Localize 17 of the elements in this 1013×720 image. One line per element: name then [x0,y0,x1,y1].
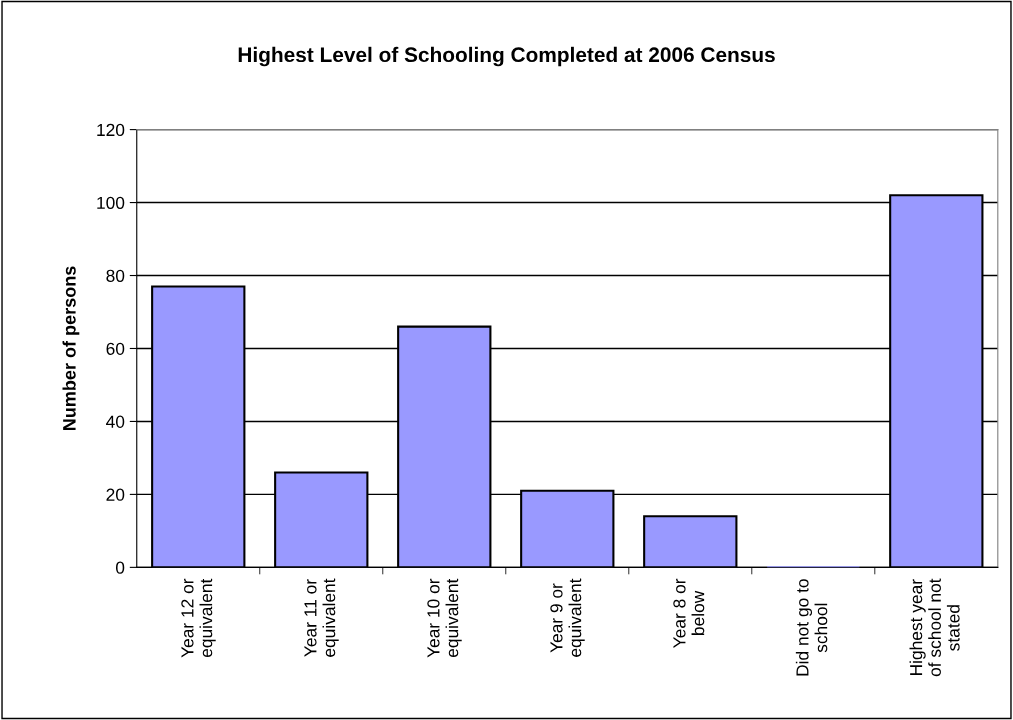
y-tick-label: 40 [106,415,125,428]
y-tick-label: 20 [106,488,125,501]
bar [643,515,738,568]
y-tick-label: 60 [106,342,125,355]
x-tick-label: Year 10 or equivalent [427,578,462,658]
chart-title: Highest Level of Schooling Completed at 2006 Census [238,46,775,67]
y-tick-label: 0 [115,561,125,574]
y-tick-label: 120 [97,123,125,137]
y-tick-label: 80 [106,269,125,282]
x-tick-label: Year 11 or equivalent [304,578,339,657]
x-tick-label: Highest year of school not stated [909,578,960,677]
x-tick-label: Year 9 or equivalent [550,578,585,657]
y-tick-label: 100 [97,196,125,210]
x-tick-label: Did not go to school [795,579,828,676]
x-tick-label: Year 12 or equivalent [181,578,216,658]
x-tick-label: Year 8 or below [673,578,705,648]
y-axis-title: Number of persons [62,266,80,431]
